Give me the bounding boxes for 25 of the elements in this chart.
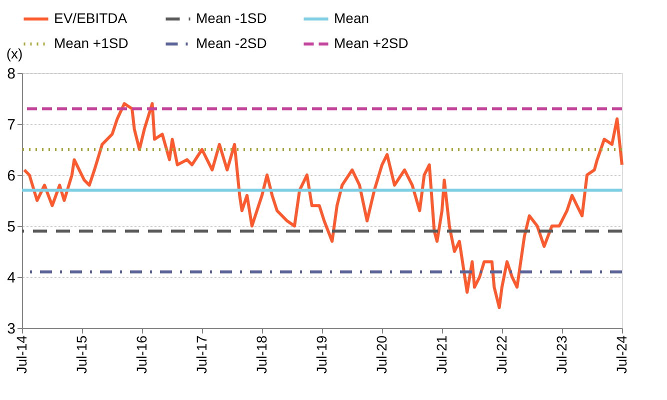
- y-tick-label: 7: [7, 116, 16, 134]
- legend-label: Mean: [334, 10, 370, 26]
- x-tick-label: Jul-17: [194, 335, 210, 374]
- x-tick-label: Jul-23: [553, 335, 570, 374]
- y-tick-label: 3: [7, 320, 16, 338]
- x-tick-label: Jul-15: [73, 335, 90, 374]
- legend-label: Mean -2SD: [196, 35, 267, 51]
- y-axis-title: (x): [6, 46, 23, 62]
- y-tick-label: 5: [7, 218, 16, 236]
- legend-label: Mean +1SD: [54, 35, 128, 51]
- x-tick-label: Jul-21: [433, 335, 450, 374]
- x-tick-label: Jul-19: [313, 335, 330, 374]
- y-tick-label: 6: [7, 168, 16, 184]
- y-tick-label: 8: [7, 66, 16, 82]
- x-tick-label: Jul-24: [614, 335, 630, 374]
- x-tick-label: Jul-20: [374, 335, 390, 374]
- x-tick-label: Jul-22: [493, 335, 510, 374]
- x-tick-label: Jul-14: [14, 335, 30, 374]
- x-tick-label: Jul-18: [253, 335, 270, 374]
- legend-label: Mean +2SD: [334, 35, 408, 51]
- line-series: [22, 102, 624, 310]
- legend-label: Mean -1SD: [196, 10, 267, 26]
- y-tick-label: 4: [7, 270, 16, 286]
- legend-label: EV/EBITDA: [54, 10, 128, 26]
- x-tick-label: Jul-16: [134, 335, 150, 374]
